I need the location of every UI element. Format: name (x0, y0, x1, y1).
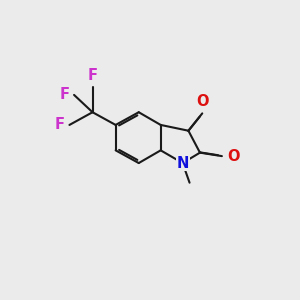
Text: N: N (176, 155, 189, 170)
Text: F: F (88, 68, 98, 83)
Text: O: O (196, 94, 208, 109)
Text: F: F (54, 117, 64, 132)
Text: F: F (60, 87, 70, 102)
Text: O: O (227, 148, 239, 164)
